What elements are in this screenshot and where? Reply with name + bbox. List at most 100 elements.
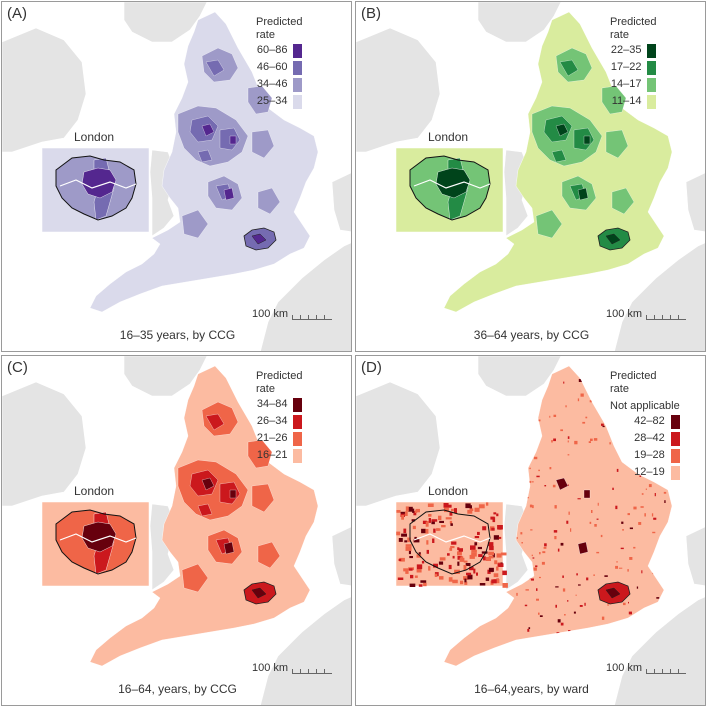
inset-ward-patch bbox=[396, 510, 401, 513]
panel-label: (B) bbox=[361, 5, 381, 22]
inset-ward-patch bbox=[397, 577, 404, 580]
ward-patch bbox=[535, 565, 538, 568]
panel-caption: 16–64,years, by ward bbox=[474, 682, 589, 696]
map-panel-d: (D) London Predicted rate Not applicable… bbox=[355, 355, 706, 706]
ward-patch bbox=[588, 441, 591, 443]
ward-patch bbox=[627, 513, 630, 516]
london-inner-boroughs bbox=[81, 167, 117, 199]
ward-patch bbox=[566, 520, 569, 524]
ward-patch bbox=[620, 622, 624, 626]
france-landmass bbox=[260, 596, 351, 705]
inset-ward-patch bbox=[443, 503, 449, 508]
ward-patch bbox=[592, 632, 595, 637]
legend-item: 17–22 bbox=[610, 59, 657, 76]
legend-item-label: 14–17 bbox=[610, 78, 642, 90]
inset-ward-patch bbox=[396, 531, 401, 536]
netherlands-landmass bbox=[685, 172, 705, 232]
ward-patch bbox=[543, 547, 547, 549]
inset-ward-patch bbox=[420, 580, 427, 583]
london-inner-boroughs bbox=[435, 167, 471, 199]
inset-ward-patch bbox=[416, 569, 422, 573]
ward-patch bbox=[636, 586, 639, 589]
ward-patch bbox=[520, 532, 523, 535]
ward-patch bbox=[570, 528, 572, 532]
ward-patch bbox=[529, 480, 532, 483]
ward-patch bbox=[553, 414, 557, 417]
ward-patch bbox=[552, 484, 556, 488]
ward-patch bbox=[533, 422, 536, 426]
inset-ward-patch bbox=[460, 580, 464, 585]
ward-patch bbox=[655, 562, 658, 564]
inset-ward-patch bbox=[426, 540, 429, 545]
inset-ward-patch bbox=[497, 525, 503, 530]
london-boundary bbox=[55, 155, 137, 221]
inset-ward-patch bbox=[449, 547, 453, 551]
inset-ward-patch bbox=[473, 568, 476, 574]
panel-label: (A) bbox=[7, 5, 27, 22]
ward-patch bbox=[567, 454, 570, 456]
ward-patch bbox=[564, 614, 566, 616]
inset-ward-patch bbox=[428, 566, 431, 571]
inset-ward-patch bbox=[444, 507, 449, 513]
inset-ward-patch bbox=[411, 519, 416, 522]
inset-ward-patch bbox=[405, 544, 412, 547]
inset-ward-patch bbox=[454, 569, 460, 574]
inset-ward-patch bbox=[451, 508, 454, 512]
inset-ward-patch bbox=[476, 572, 478, 576]
inset-ward-patch bbox=[482, 526, 487, 531]
legend-item: 25–34 bbox=[256, 93, 303, 110]
ward-patch bbox=[565, 405, 567, 408]
ward-patch bbox=[562, 575, 564, 578]
inset-ward-patch bbox=[470, 545, 476, 550]
scale-ticks bbox=[292, 312, 333, 320]
inset-ward-patch bbox=[445, 517, 452, 520]
ward-patch bbox=[532, 505, 534, 509]
ward-patch bbox=[594, 628, 596, 631]
inset-ward-patch bbox=[412, 508, 415, 513]
inset-ward-patch bbox=[416, 554, 422, 558]
ward-patch bbox=[533, 567, 537, 571]
ccg-region bbox=[223, 541, 235, 555]
ward-patch bbox=[633, 506, 637, 510]
legend-swatch bbox=[647, 60, 657, 75]
ward-patch bbox=[536, 588, 538, 591]
ward-patch bbox=[582, 421, 586, 424]
ward-patch bbox=[560, 622, 564, 626]
ward-patch bbox=[567, 484, 569, 486]
london-core-small bbox=[251, 587, 267, 599]
inset-ward-patch bbox=[439, 557, 446, 561]
ccg-region bbox=[181, 563, 209, 593]
ward-patch bbox=[531, 481, 534, 483]
inset-ward-patch bbox=[421, 560, 425, 564]
ward-patch bbox=[577, 398, 580, 402]
ward-patch bbox=[536, 475, 540, 478]
legend-item: 46–60 bbox=[256, 59, 303, 76]
ward-patch bbox=[604, 575, 608, 577]
ward-patch bbox=[576, 573, 578, 576]
legend-item-label: 12–19 bbox=[634, 466, 665, 478]
ccg-region bbox=[535, 209, 563, 239]
ward-patch bbox=[542, 551, 546, 554]
panel-caption: 36–64 years, by CCG bbox=[473, 328, 590, 342]
ward-patch bbox=[533, 425, 535, 427]
map-panel-a: (A) London Predicted rate 60–86 46–60 34–4… bbox=[1, 1, 352, 352]
inset-ward-patch bbox=[486, 502, 489, 506]
ccg-region bbox=[555, 477, 569, 491]
legend-swatch bbox=[293, 397, 303, 412]
ward-patch bbox=[628, 611, 632, 615]
ward-patch bbox=[560, 635, 562, 638]
ward-patch bbox=[529, 467, 531, 470]
ward-patch bbox=[601, 423, 604, 426]
inset-ward-patch bbox=[478, 504, 485, 509]
legend-item-label: 26–34 bbox=[256, 415, 288, 427]
ward-patch bbox=[567, 436, 570, 439]
inset-ward-patch bbox=[403, 528, 407, 534]
inset-ward-patch bbox=[465, 563, 471, 566]
ward-patch bbox=[656, 597, 660, 599]
ward-patch bbox=[536, 598, 539, 601]
legend-title: Predicted rate bbox=[256, 370, 303, 395]
ward-patch bbox=[560, 542, 564, 546]
inset-ward-patch bbox=[427, 503, 434, 507]
ward-patch bbox=[584, 602, 586, 606]
ward-patch bbox=[588, 378, 592, 381]
